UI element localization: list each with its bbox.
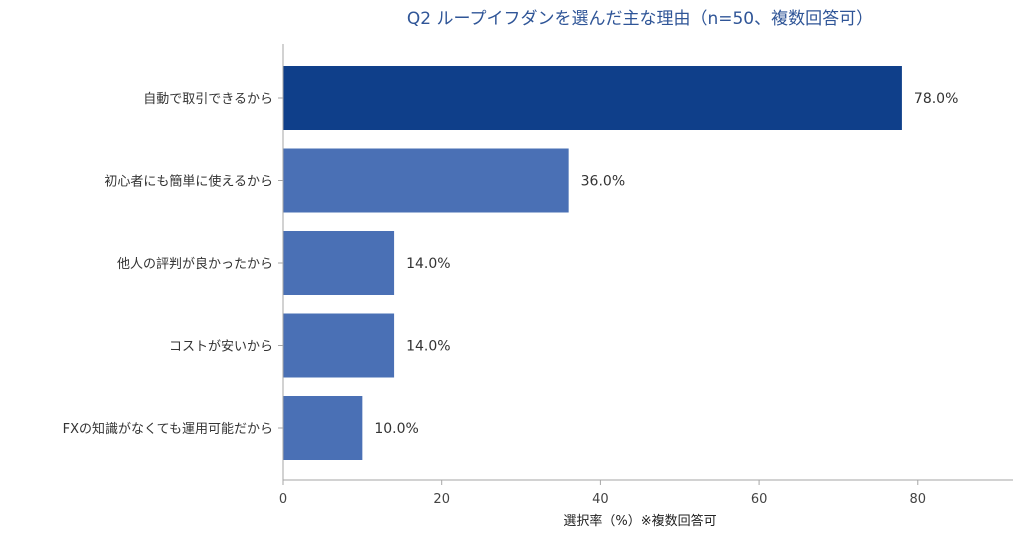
chart-title: Q2 ループイフダンを選んだ主な理由（n=50、複数回答可）: [407, 9, 873, 29]
bar: [283, 231, 395, 295]
bar: [283, 313, 395, 378]
x-ticks: 0 20 40 60 80: [278, 97, 927, 507]
x-tick-label: 80: [910, 492, 927, 507]
value-label: 14.0%: [406, 339, 450, 355]
bars-group: [283, 66, 902, 460]
category-labels: 自動で取引できるから初心者にも簡単に使えるから他人の評判が良かったからコストが安…: [63, 92, 273, 437]
x-tick-label: 20: [433, 492, 450, 507]
value-labels: 78.0% 36.0% 14.0% 14.0% 10.0%: [374, 91, 958, 437]
bar: [283, 396, 363, 460]
x-tick-label: 0: [279, 492, 287, 507]
category-label: 他人の評判が良かったから: [117, 256, 273, 272]
x-tick-label: 40: [592, 492, 609, 507]
value-label: 78.0%: [914, 91, 958, 107]
x-tick-label: 60: [751, 492, 768, 507]
category-label: 初心者にも簡単に使えるから: [104, 174, 273, 190]
bar: [283, 148, 569, 213]
category-label: 自動で取引できるから: [143, 92, 273, 107]
category-label: FXの知識がなくても運用可能だから: [63, 421, 273, 437]
value-label: 36.0%: [581, 174, 625, 190]
value-label: 14.0%: [406, 256, 450, 272]
x-axis-label: 選択率（%）※複数回答可: [563, 513, 716, 529]
bar: [283, 66, 902, 130]
category-label: コストが安いから: [169, 340, 273, 355]
value-label: 10.0%: [374, 421, 418, 437]
